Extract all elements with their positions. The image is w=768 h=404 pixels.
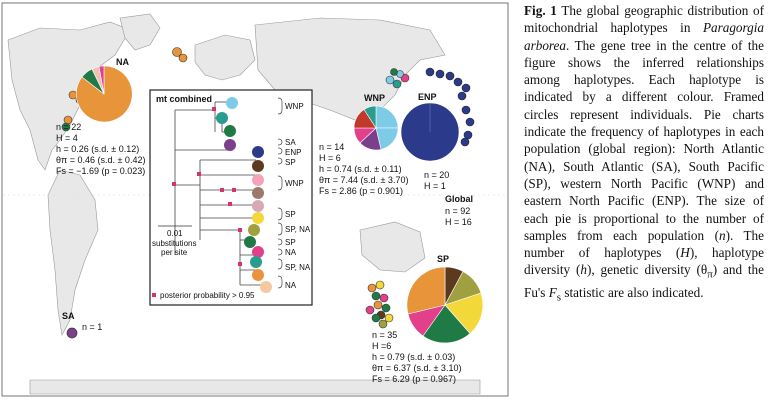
global-H: H = 16 xyxy=(445,217,472,227)
tree-group-8: NA xyxy=(285,248,297,257)
tree-panel: mt combined xyxy=(149,89,313,306)
wnp-fs: Fs = 2.86 (p = 0.901) xyxy=(319,186,403,196)
scale-unit1: substitutions xyxy=(152,239,196,248)
na-n: n = 22 xyxy=(56,122,81,132)
tree-group-6: SP, NA xyxy=(285,225,311,234)
sp-fs: Fs = 6.29 (p = 0.967) xyxy=(372,374,456,384)
caption-text-5: ), genetic diversity (θ xyxy=(587,262,708,278)
sp-label: SP xyxy=(437,254,449,264)
na-label: NA xyxy=(116,57,129,67)
enp-n: n = 20 xyxy=(424,170,449,180)
wnp-H: H = 6 xyxy=(319,153,341,163)
sa-n: n = 1 xyxy=(82,322,102,332)
caption-pi: π xyxy=(707,269,713,282)
global-n: n = 92 xyxy=(445,206,470,216)
enp-label: ENP xyxy=(418,92,437,102)
global-label: Global xyxy=(445,194,473,204)
tree-group-labels xyxy=(277,97,283,289)
caption-species: Paragorgia arborea xyxy=(524,20,765,53)
tree-group-1: SA xyxy=(285,138,296,147)
legend-marker xyxy=(152,293,156,297)
sp-theta: θπ = 6.37 (s.d. ± 3.10) xyxy=(372,363,461,373)
caption-text-7: statistic are also indicated. xyxy=(561,285,704,301)
enp-samples xyxy=(425,67,475,147)
tree-group-10: NA xyxy=(285,281,297,290)
sp-H: H =6 xyxy=(372,341,391,351)
caption-text-3: ). The number of haplotypes ( xyxy=(524,227,765,261)
na-pie xyxy=(75,65,133,123)
wnp-n: n = 14 xyxy=(319,142,344,152)
wnp-samples xyxy=(385,68,410,89)
caption-text-4: ), haplotype diversity ( xyxy=(524,245,764,278)
caption-h: h xyxy=(580,262,587,278)
caption-Fs: F xyxy=(548,285,557,301)
tree-legend: posterior probability > 0.95 xyxy=(160,291,255,300)
sa-label: SA xyxy=(62,311,75,321)
tree-group-7: SP xyxy=(285,238,296,247)
tree-group-2: ENP xyxy=(285,148,301,157)
na-H: H = 4 xyxy=(56,133,78,143)
sp-samples xyxy=(365,280,394,329)
tree-group-3: SP xyxy=(285,158,296,167)
figure-caption: Fig. 1 The global geographic distributio… xyxy=(524,2,764,307)
na-h: h = 0.26 (s.d. ± 0.12) xyxy=(56,144,139,154)
sp-h: h = 0.79 (s.d. ± 0.03) xyxy=(372,352,455,362)
wnp-theta: θπ = 7.44 (s.d. ± 3.70) xyxy=(319,175,408,185)
tree-group-0: WNP xyxy=(285,102,304,111)
wnp-h: h = 0.74 (s.d. ± 0.11) xyxy=(319,164,402,174)
sp-n: n = 35 xyxy=(372,330,397,340)
scale-unit2: per site xyxy=(161,248,188,257)
caption-fig-label: Fig. 1 xyxy=(524,3,557,18)
caption-s: s xyxy=(556,292,562,305)
posterior-markers xyxy=(172,107,242,266)
wnp-pie xyxy=(353,105,399,151)
caption-text-1: The global geographic distribution of mi… xyxy=(524,3,764,36)
enp-H: H = 1 xyxy=(424,181,446,191)
tree-group-9: SP, NA xyxy=(285,263,311,272)
caption-text-6: ) and the Fu's xyxy=(524,262,765,301)
caption-H: H xyxy=(680,245,690,261)
scale-value: 0.01 xyxy=(167,229,183,238)
caption-text-2: . The gene tree in the centre of the fig… xyxy=(524,37,764,243)
world-map-figure: NA n = 22 H = 4 h = 0.26 (s.d. ± 0.12) θ… xyxy=(1,2,509,397)
na-fs: Fs = −1.69 (p = 0.023) xyxy=(56,166,145,176)
tree-group-5: SP xyxy=(285,210,296,219)
na-theta: θπ = 0.46 (s.d. ± 0.42) xyxy=(56,155,145,165)
tree-tips xyxy=(216,97,272,293)
tree-title: mt combined xyxy=(156,94,212,104)
sa-sample xyxy=(66,327,78,339)
sp-pie xyxy=(406,266,484,344)
tree-group-4: WNP xyxy=(285,179,304,188)
wnp-label: WNP xyxy=(364,93,385,103)
caption-n: n xyxy=(718,227,726,243)
